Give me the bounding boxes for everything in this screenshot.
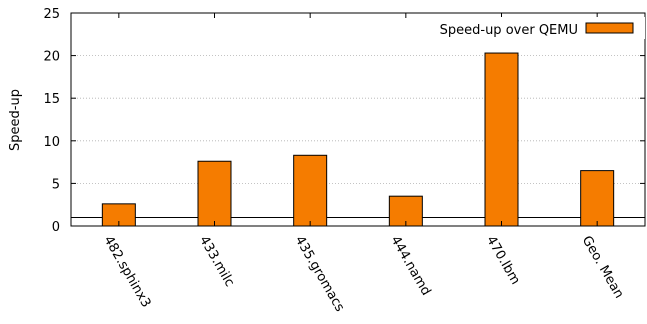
y-tick-label: 25	[43, 7, 60, 22]
y-tick-label: 5	[52, 177, 60, 192]
plot-frame	[70, 12, 646, 227]
legend: Speed-up over QEMU	[409, 17, 645, 39]
bar-470-lbm	[484, 52, 519, 227]
y-axis-title: Speed-up	[8, 89, 23, 151]
x-tick-label: 482.sphinx3	[100, 234, 153, 311]
x-tick-label: Geo. Mean	[579, 234, 627, 302]
x-tick-label: 435.gromacs	[292, 234, 347, 315]
bar-geo-mean	[580, 170, 615, 227]
bars-layer	[101, 52, 615, 227]
y-tick-label: 10	[43, 135, 60, 150]
bar-433-milc	[197, 160, 232, 227]
x-tick-label: 470.lbm	[483, 234, 523, 288]
bar-435-gromacs	[293, 154, 328, 227]
legend-label: Speed-up over QEMU	[440, 23, 578, 38]
y-tick-label: 15	[43, 92, 60, 107]
x-tick-label: 433.milc	[196, 234, 237, 290]
axes-layer	[70, 12, 646, 227]
grid-layer	[71, 55, 645, 218]
y-tick-label: 20	[43, 50, 60, 65]
y-tick-label: 0	[52, 220, 60, 235]
x-tick-label: 444.namd	[387, 234, 433, 299]
legend-swatch	[585, 22, 634, 34]
ticks-layer: 0 5 10 15 20 25 482.sphinx3 433.milc 435.gromacs…	[43, 7, 645, 315]
